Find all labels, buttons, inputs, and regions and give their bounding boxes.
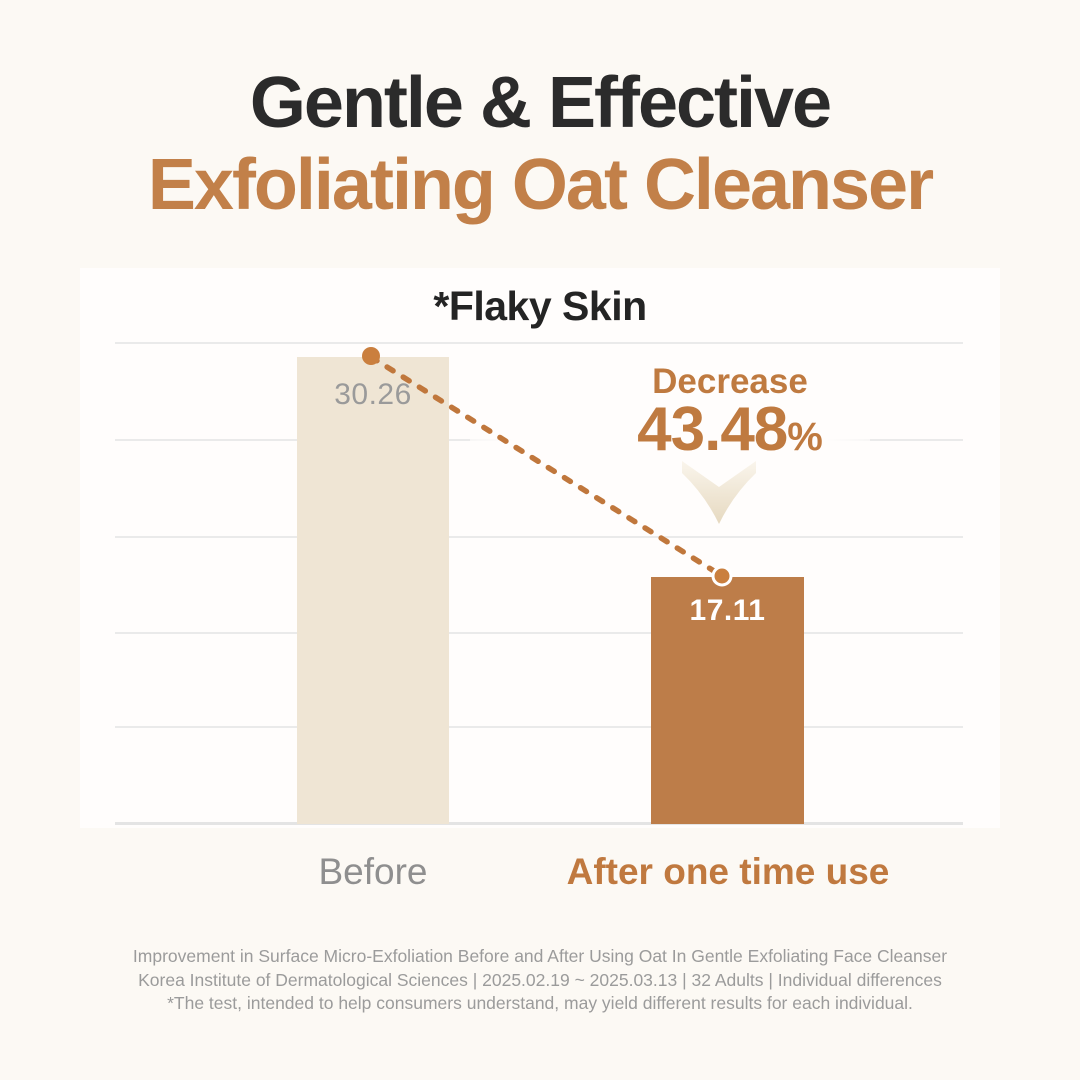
footnote: Improvement in Surface Micro-Exfoliation… [0, 945, 1080, 1016]
x-label-after: After one time use [566, 851, 890, 892]
gridline [115, 342, 963, 344]
decrease-number: 43.48 [637, 395, 788, 464]
footnote-line3: *The test, intended to help consumers un… [167, 993, 913, 1013]
gridline [115, 632, 963, 634]
headline-line1: Gentle & Effective [249, 63, 832, 143]
footnote-line2: Korea Institute of Dermatological Scienc… [138, 969, 942, 990]
bar-after-value: 17.11 [689, 594, 766, 627]
chart-panel [80, 268, 1000, 828]
gridline [115, 536, 963, 538]
baseline-gridline [115, 822, 963, 825]
decrease-label: Decrease [652, 362, 808, 401]
bar-before-value: 30.26 [334, 378, 412, 411]
gridline [115, 726, 963, 728]
chart-title: *Flaky Skin [433, 283, 647, 329]
x-label-before: Before [318, 851, 428, 892]
percent-sign: % [787, 415, 823, 459]
footnote-line1: Improvement in Surface Micro-Exfoliation… [132, 946, 948, 966]
bar-before: 30.26 [297, 357, 449, 824]
down-arrow-icon [681, 461, 757, 525]
headline-line2: Exfoliating Oat Cleanser [147, 145, 934, 225]
decrease-value: 43.48% [545, 399, 915, 466]
decrease-callout: Decrease 43.48% [545, 363, 915, 466]
headline-block: Gentle & Effective Exfoliating Oat Clean… [0, 62, 1080, 226]
bar-after: 17.11 [651, 577, 804, 824]
